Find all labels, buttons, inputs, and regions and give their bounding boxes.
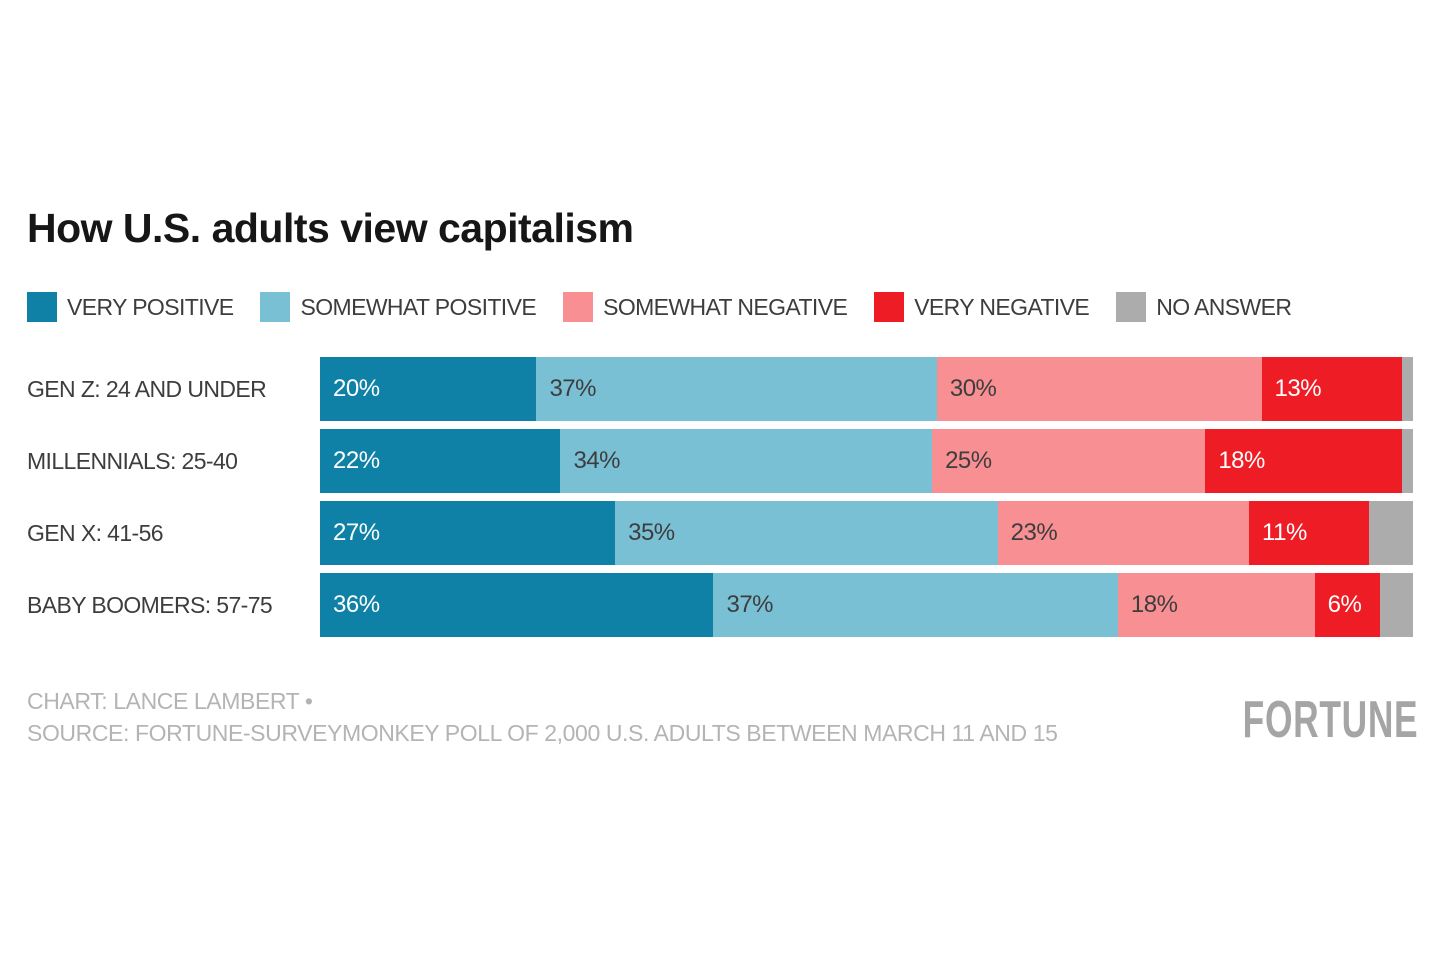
bar-segment: 22% [320,429,561,493]
legend-item: NO ANSWER [1116,292,1292,322]
row-label: MILLENNIALS: 25-40 [27,447,238,474]
bar-segment: 18% [1205,429,1403,493]
footer-source: SOURCE: FORTUNE-SURVEYMONKEY POLL OF 2,0… [27,720,1058,746]
chart-row: GEN Z: 24 AND UNDER 20% 37% 30% 13% [27,357,1414,421]
bar-segment: 30% [936,357,1262,421]
bar-segment: 11% [1249,501,1370,565]
stacked-bar: 36% 37% 18% 6% [320,573,1413,637]
segment-value-label: 22% [333,447,380,474]
bar-segment: 20% [320,357,537,421]
bar-segment: 36% [320,573,714,637]
legend-label: VERY POSITIVE [67,293,234,320]
segment-value-label: 18% [1130,591,1178,618]
segment-value-label: 20% [333,375,380,402]
legend-swatch-icon [874,292,905,322]
segment-value-label: 34% [573,447,620,474]
row-label: BABY BOOMERS: 57-75 [27,591,273,618]
segment-value-label: 30% [949,375,997,402]
segment-value-label: 35% [628,519,675,546]
segment-value-label: 23% [1010,519,1058,546]
segment-value-label: 18% [1218,447,1265,474]
legend-label: VERY NEGATIVE [914,293,1090,320]
legend-swatch-icon [563,292,594,322]
segment-value-label: 36% [333,591,380,618]
legend-swatch-icon [1116,292,1147,322]
bar-segment: 13% [1261,357,1403,421]
segment-value-label: 6% [1327,591,1362,618]
bar-segment [1369,501,1413,565]
legend-item: SOMEWHAT POSITIVE [260,292,537,322]
bar-segment: 6% [1314,573,1381,637]
segment-value-label: 13% [1274,375,1322,402]
chart-title: How U.S. adults view capitalism [27,205,634,251]
segment-value-label: 27% [333,519,380,546]
bar-segment: 23% [997,501,1250,565]
bar-segment [1380,573,1413,637]
bar-segment: 27% [320,501,616,565]
legend-label: SOMEWHAT NEGATIVE [603,293,848,320]
segment-value-label: 25% [945,447,992,474]
legend: VERY POSITIVE SOMEWHAT POSITIVE SOMEWHAT N… [27,292,1292,322]
legend-swatch-icon [260,292,291,322]
chart-row: GEN X: 41-56 27% 35% 23% 11% [27,501,1413,565]
bar-segment: 37% [536,357,937,421]
stacked-bar: 27% 35% 23% 11% [320,501,1413,565]
legend-item: VERY POSITIVE [27,292,234,322]
chart-rows: GEN Z: 24 AND UNDER 20% 37% 30% 13% MILLENNIA… [27,357,1414,645]
bar-segment: 34% [560,429,933,493]
legend-label: NO ANSWER [1156,293,1292,320]
bar-segment: 37% [713,573,1118,637]
fortune-logo: FORTUNE [1242,691,1418,749]
bar-segment: 25% [932,429,1206,493]
legend-swatch-icon [27,292,57,322]
footer-credit: CHART: LANCE LAMBERT • [27,688,313,714]
legend-item: SOMEWHAT NEGATIVE [563,292,848,322]
bar-segment: 18% [1117,573,1315,637]
chart-row: MILLENNIALS: 25-40 22% 34% 25% 18% [27,429,1413,493]
row-label: GEN Z: 24 AND UNDER [27,375,267,402]
stacked-bar: 22% 34% 25% 18% [320,429,1413,493]
segment-value-label: 37% [726,591,774,618]
legend-label: SOMEWHAT POSITIVE [300,293,537,320]
legend-item: VERY NEGATIVE [874,292,1090,322]
segment-value-label: 11% [1262,519,1307,546]
bar-segment [1402,429,1413,493]
bar-segment: 35% [615,501,998,565]
row-label: GEN X: 41-56 [27,519,164,546]
chart-row: BABY BOOMERS: 57-75 36% 37% 18% 6% [27,573,1413,637]
stacked-bar: 20% 37% 30% 13% [320,357,1414,421]
bar-segment [1402,357,1414,421]
segment-value-label: 37% [549,375,596,402]
